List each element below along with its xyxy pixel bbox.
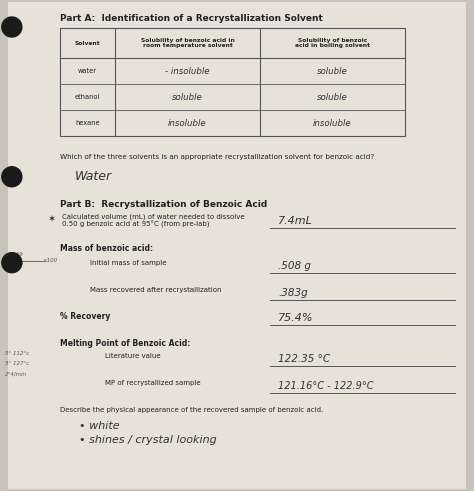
- Text: 5° 112°c: 5° 112°c: [5, 351, 29, 356]
- Text: 121.16°C - 122.9°C: 121.16°C - 122.9°C: [278, 381, 374, 391]
- Text: ethanol: ethanol: [75, 94, 100, 100]
- Text: 122.35 °C: 122.35 °C: [278, 354, 330, 364]
- Text: Solubility of benzoic acid in
room temperature solvent: Solubility of benzoic acid in room tempe…: [141, 38, 235, 49]
- Bar: [60, 28, 405, 136]
- Text: insoluble: insoluble: [168, 118, 207, 128]
- Text: ✶: ✶: [47, 214, 55, 224]
- Text: 5° 127°c: 5° 127°c: [5, 361, 29, 366]
- Text: ×100: ×100: [42, 258, 57, 263]
- Text: .508 g: .508 g: [278, 261, 311, 271]
- Text: Solubility of benzoic
acid in boiling solvent: Solubility of benzoic acid in boiling so…: [295, 38, 370, 49]
- Text: - insoluble: - insoluble: [165, 66, 210, 76]
- Text: Literature value: Literature value: [105, 353, 161, 359]
- Text: MP of recrystallized sample: MP of recrystallized sample: [105, 380, 201, 386]
- Text: Water: Water: [75, 170, 112, 183]
- Text: Part B:  Recrystallization of Benzoic Acid: Part B: Recrystallization of Benzoic Aci…: [60, 200, 267, 209]
- Text: water: water: [78, 68, 97, 74]
- Text: soluble: soluble: [317, 66, 348, 76]
- Text: Part A:  Identification of a Recrystallization Solvent: Part A: Identification of a Recrystalliz…: [60, 14, 323, 23]
- Text: insoluble: insoluble: [313, 118, 352, 128]
- Text: Describe the physical appearance of the recovered sample of benzoic acid.: Describe the physical appearance of the …: [60, 407, 323, 413]
- Text: soluble: soluble: [172, 92, 203, 102]
- Text: • shines / crystal looking: • shines / crystal looking: [72, 435, 217, 445]
- Circle shape: [2, 17, 22, 37]
- Text: Melting Point of Benzoic Acid:: Melting Point of Benzoic Acid:: [60, 339, 191, 348]
- Text: Which of the three solvents is an appropriate recrystallization solvent for benz: Which of the three solvents is an approp…: [60, 154, 374, 160]
- Text: hexane: hexane: [75, 120, 100, 126]
- Text: soluble: soluble: [317, 92, 348, 102]
- Text: 7.4mL: 7.4mL: [278, 216, 313, 226]
- Text: .5089: .5089: [8, 262, 24, 267]
- Text: Mass recovered after recrystallization: Mass recovered after recrystallization: [90, 287, 221, 293]
- Text: Calculated volume (mL) of water needed to dissolve
0.50 g benzoic acid at 95°C (: Calculated volume (mL) of water needed t…: [62, 213, 245, 228]
- Text: .2969: .2969: [8, 252, 24, 257]
- Text: .383g: .383g: [278, 288, 308, 298]
- Circle shape: [2, 167, 22, 187]
- FancyBboxPatch shape: [8, 2, 466, 489]
- Circle shape: [2, 253, 22, 273]
- Text: 75.4%: 75.4%: [278, 313, 313, 323]
- Text: 2°4/min: 2°4/min: [5, 371, 27, 376]
- Text: Initial mass of sample: Initial mass of sample: [90, 260, 166, 266]
- Text: • white: • white: [72, 421, 119, 431]
- Text: % Recovery: % Recovery: [60, 312, 110, 321]
- Text: Solvent: Solvent: [74, 40, 100, 46]
- Text: Mass of benzoic acid:: Mass of benzoic acid:: [60, 244, 153, 253]
